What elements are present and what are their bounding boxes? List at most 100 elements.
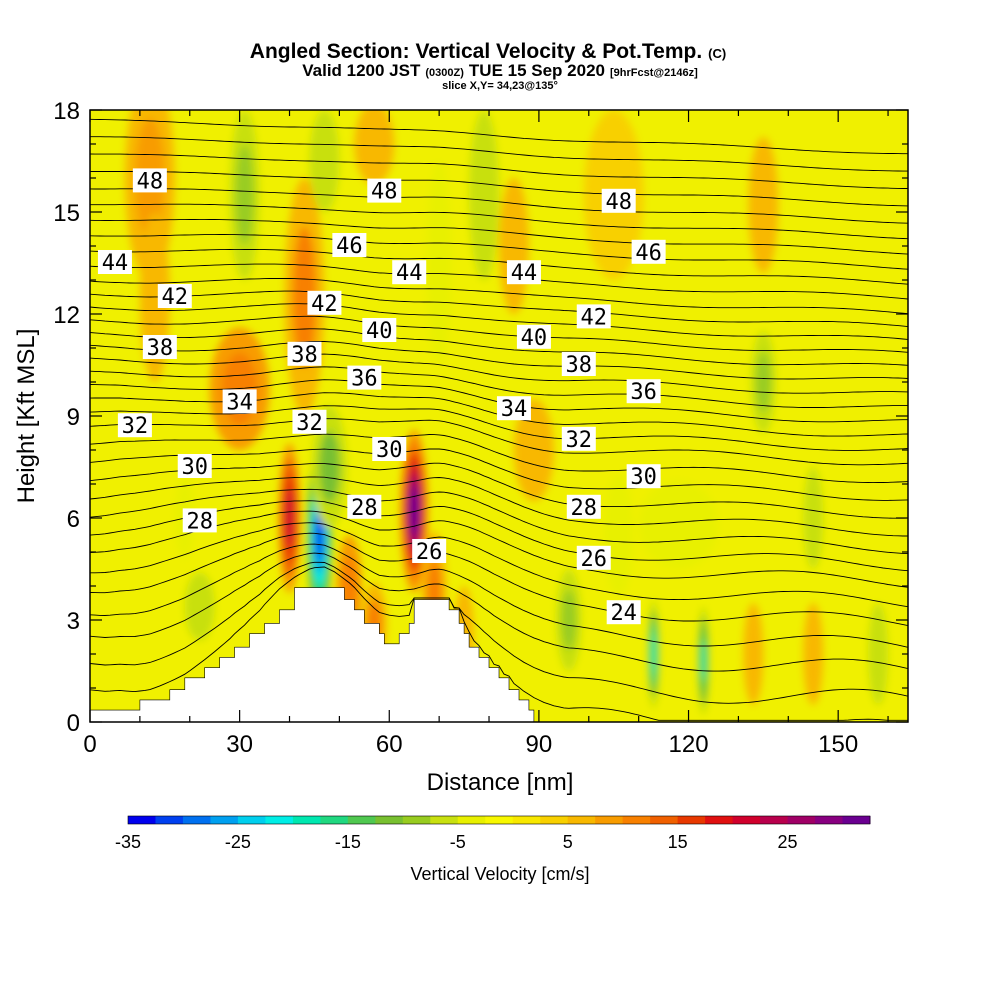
contour-label: 44 xyxy=(97,250,132,276)
velocity-cell xyxy=(426,161,452,365)
isentrope-line xyxy=(90,153,908,189)
isentrope-line xyxy=(90,476,908,537)
contour-label-text: 28 xyxy=(186,509,213,534)
contour-label: 48 xyxy=(601,188,636,215)
contour-label-text: 30 xyxy=(630,465,657,490)
velocity-cell xyxy=(292,226,317,368)
velocity-cell xyxy=(285,489,294,547)
velocity-cell xyxy=(803,603,824,705)
y-tick-label: 15 xyxy=(53,200,80,227)
contour-label: 48 xyxy=(367,178,402,205)
colorbar-tick-label: -15 xyxy=(335,832,361,852)
isentrope-line xyxy=(90,277,908,315)
contour-label-text: 44 xyxy=(396,261,423,286)
colorbar-swatch xyxy=(347,816,376,824)
isentrope-line xyxy=(90,218,908,255)
x-tick-label: 90 xyxy=(526,731,553,758)
contour-label: 32 xyxy=(292,409,327,436)
velocity-cell xyxy=(469,110,499,280)
isentrope-line xyxy=(90,234,908,270)
contour-label: 36 xyxy=(626,379,661,405)
isentrope-line xyxy=(90,405,908,451)
contour-label: 46 xyxy=(332,233,367,259)
y-tick-label: 18 xyxy=(53,98,80,125)
contour-label-text: 32 xyxy=(296,411,323,436)
colorbar-label: Vertical Velocity [cm/s] xyxy=(410,864,589,884)
contour-label: 38 xyxy=(287,341,322,368)
contour-label-text: 46 xyxy=(336,234,363,259)
isentrope-line xyxy=(90,136,908,172)
isentrope-line xyxy=(90,532,908,627)
colorbar-swatch xyxy=(430,816,459,824)
contour-label-text: 48 xyxy=(605,190,632,215)
velocity-cell xyxy=(513,399,554,501)
chart-subtitle-slice: slice X,Y= 34,23@135° xyxy=(442,80,558,92)
velocity-cell xyxy=(868,603,889,705)
contour-label: 42 xyxy=(157,284,192,310)
contour-label: 34 xyxy=(222,389,257,415)
velocity-cell xyxy=(354,110,395,185)
colorbar-swatch xyxy=(705,816,734,824)
contour-label: 28 xyxy=(182,508,217,534)
isentrope-line xyxy=(90,552,908,672)
colorbar: -35 -25 -15 -5 5 15 25 xyxy=(115,815,871,852)
contour-label: 44 xyxy=(506,260,541,286)
x-tick-label: 30 xyxy=(226,731,253,758)
colorbar-swatch xyxy=(787,816,816,824)
colorbar-swatch xyxy=(292,816,321,824)
contour-label-text: 44 xyxy=(511,261,538,286)
isentrope-line xyxy=(90,561,908,704)
isentrope-line xyxy=(90,340,908,380)
colorbar-swatch xyxy=(595,816,624,824)
isentrope-line xyxy=(90,303,908,340)
colorbar-swatch xyxy=(815,816,844,824)
contour-label-text: 46 xyxy=(635,241,662,266)
velocity-cell xyxy=(235,144,254,246)
y-tick-label: 6 xyxy=(67,506,80,533)
colorbar-swatch xyxy=(732,816,761,824)
contour-label: 30 xyxy=(177,454,212,480)
colorbar-swatch xyxy=(512,816,541,824)
isentrope-line xyxy=(90,433,908,484)
isentrope-line xyxy=(90,118,908,155)
isentrope-line xyxy=(90,353,908,394)
contour-label: 38 xyxy=(561,352,596,378)
colorbar-swatch xyxy=(760,816,789,824)
isentrope-line xyxy=(90,448,908,501)
colorbar-tick-label: 5 xyxy=(563,832,573,852)
isentrope-line xyxy=(90,522,908,608)
contour-label-text: 38 xyxy=(291,343,318,368)
colorbar-swatch xyxy=(265,816,294,824)
x-axis-label: Distance [nm] xyxy=(427,769,574,796)
contour-label-text: 28 xyxy=(351,496,378,521)
x-tick-label: 150 xyxy=(818,731,858,758)
y-tick-label: 12 xyxy=(53,302,80,329)
colorbar-swatch xyxy=(155,816,184,824)
contour-label-text: 26 xyxy=(581,547,608,572)
colorbar-swatch xyxy=(567,816,596,824)
contour-label-text: 38 xyxy=(147,336,174,361)
contour-label-text: 48 xyxy=(137,169,164,194)
contour-label: 40 xyxy=(516,324,551,351)
contour-label-text: 42 xyxy=(581,305,608,330)
colorbar-swatch xyxy=(677,816,706,824)
contour-label-text: 30 xyxy=(376,438,403,463)
contour-label-text: 36 xyxy=(351,367,378,392)
contour-label: 32 xyxy=(117,413,152,439)
contour-label-text: 32 xyxy=(122,414,149,439)
colorbar-tick-label: -35 xyxy=(115,832,141,852)
potential-temperature-contours xyxy=(90,118,908,721)
contour-label-text: 24 xyxy=(610,601,637,626)
y-tick-label: 3 xyxy=(67,608,80,635)
isentrope-line xyxy=(90,315,908,353)
colorbar-swatch xyxy=(320,816,349,824)
contour-label: 30 xyxy=(372,437,407,463)
y-tick-label: 0 xyxy=(67,710,80,737)
chart-title: Angled Section: Vertical Velocity & Pot.… xyxy=(250,40,726,63)
colorbar-tick-label: -5 xyxy=(450,832,466,852)
colorbar-swatch xyxy=(128,816,156,824)
contour-label: 42 xyxy=(576,304,611,330)
contour-label: 24 xyxy=(606,600,641,626)
